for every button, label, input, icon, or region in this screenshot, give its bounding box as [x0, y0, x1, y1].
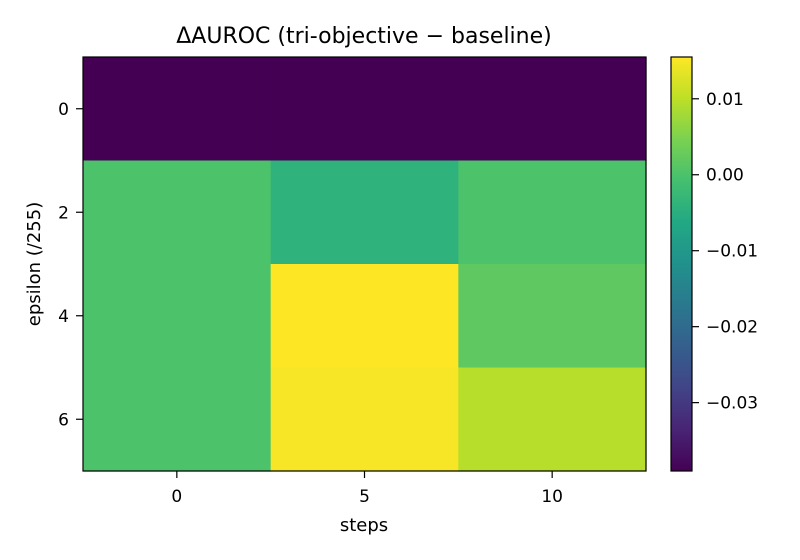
colorbar-tick-label: −0.02 — [706, 318, 758, 338]
y-tick-label: 0 — [58, 100, 69, 120]
colorbar — [670, 56, 693, 472]
x-tick-label: 0 — [171, 487, 182, 507]
heatmap-cell — [83, 160, 272, 265]
heatmap-cell — [458, 57, 647, 162]
heatmap-cell — [83, 57, 272, 162]
heatmap-cell — [270, 264, 459, 369]
chart-title: ΔAUROC (tri-objective − baseline) — [176, 24, 551, 49]
colorbar-tick-label: 0.01 — [706, 90, 744, 110]
y-tick-label: 6 — [58, 410, 69, 430]
x-axis-ticks: 0 5 10 — [171, 471, 563, 507]
x-axis-label: steps — [340, 515, 388, 536]
colorbar-ticks: 0.01 0.00 −0.01 −0.02 −0.03 — [692, 90, 758, 414]
x-tick-label: 10 — [541, 487, 563, 507]
heatmap-cells — [83, 57, 647, 472]
y-axis-label: epsilon (/255) — [24, 202, 45, 327]
heatmap-cell — [458, 160, 647, 265]
x-tick-label: 5 — [359, 487, 370, 507]
heatmap-cell — [83, 367, 272, 472]
colorbar-tick-label: 0.00 — [706, 166, 744, 186]
y-tick-label: 4 — [58, 307, 69, 327]
heatmap-cell — [83, 264, 272, 369]
heatmap-cell — [270, 57, 459, 162]
y-tick-label: 2 — [58, 203, 69, 223]
colorbar-tick-label: −0.03 — [706, 394, 758, 414]
colorbar-tick-label: −0.01 — [706, 242, 758, 262]
heatmap-cell — [270, 367, 459, 472]
y-axis-ticks: 0 2 4 6 — [58, 100, 83, 430]
heatmap-cell — [458, 367, 647, 472]
heatmap-cell — [270, 160, 459, 265]
heatmap-cell — [458, 264, 647, 369]
